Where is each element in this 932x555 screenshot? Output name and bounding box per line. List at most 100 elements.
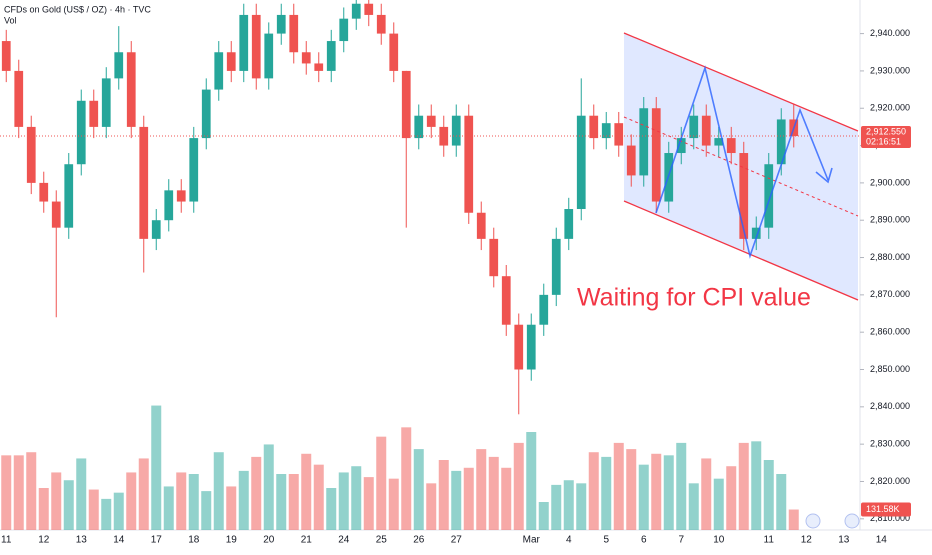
volume-bar bbox=[651, 453, 662, 530]
volume-bar bbox=[526, 432, 537, 530]
x-tick-label: 7 bbox=[678, 535, 684, 546]
volume-bar bbox=[576, 483, 587, 530]
x-tick-label: 12 bbox=[801, 535, 813, 546]
candle-body bbox=[601, 123, 611, 139]
volume-bar bbox=[438, 460, 449, 530]
candle-body bbox=[701, 115, 711, 146]
volume-bar bbox=[26, 452, 37, 530]
candle-body bbox=[589, 115, 599, 139]
zigzag bbox=[655, 65, 829, 259]
volume-bar bbox=[38, 488, 49, 530]
x-tick-label: 13 bbox=[838, 535, 850, 546]
candle-body bbox=[439, 126, 449, 146]
candle-body bbox=[526, 324, 536, 370]
volume-label: Vol bbox=[4, 15, 17, 25]
y-tick-label: 2,920.000 bbox=[870, 103, 910, 113]
volume-bar bbox=[676, 442, 687, 530]
volume-bar bbox=[713, 478, 724, 530]
volume-bar bbox=[376, 436, 387, 530]
event-flag bbox=[805, 513, 821, 529]
volume-bar bbox=[751, 441, 762, 530]
volume-bar bbox=[513, 442, 524, 530]
last-volume-label: 131.58K bbox=[866, 504, 900, 514]
x-tick-label: 11 bbox=[764, 535, 775, 546]
volume-bar bbox=[351, 466, 362, 530]
x-tick-label: 20 bbox=[263, 535, 275, 546]
annotation: Waiting for CPI value bbox=[577, 284, 811, 312]
x-tick-label: 12 bbox=[38, 535, 50, 546]
x-tick-label: 21 bbox=[301, 535, 313, 546]
candle-body bbox=[614, 123, 624, 146]
candle-body bbox=[364, 3, 374, 15]
candle-body bbox=[314, 63, 324, 71]
x-tick-label: Mar bbox=[523, 535, 541, 546]
x-tick-label: 10 bbox=[713, 535, 725, 546]
volume-bar bbox=[388, 478, 399, 530]
volume-bar bbox=[476, 449, 487, 530]
volume-bar bbox=[688, 483, 699, 530]
candle-body bbox=[401, 70, 411, 139]
volume-bar bbox=[201, 491, 212, 530]
y-tick-label: 2,930.000 bbox=[870, 65, 910, 75]
event-flag bbox=[844, 513, 860, 529]
volume-bar bbox=[163, 486, 174, 530]
volume-bar bbox=[763, 460, 774, 530]
volume-bar bbox=[426, 483, 437, 530]
volume-bar bbox=[226, 486, 237, 530]
x-tick-label: 6 bbox=[641, 535, 647, 546]
y-tick-label: 2,880.000 bbox=[870, 252, 910, 262]
volume-bar bbox=[538, 502, 549, 530]
volume-bar bbox=[151, 405, 162, 530]
candle-body bbox=[726, 138, 736, 154]
candle-body bbox=[501, 276, 511, 325]
candle-body bbox=[276, 14, 286, 34]
candle-body bbox=[451, 115, 461, 146]
volume-bar bbox=[601, 456, 612, 530]
candle-body bbox=[301, 52, 311, 64]
volume-bar bbox=[301, 453, 312, 530]
candle-body bbox=[239, 14, 249, 71]
candle-body bbox=[251, 14, 261, 79]
candle-body bbox=[14, 70, 24, 127]
candle-body bbox=[676, 138, 686, 154]
candle-body bbox=[64, 164, 74, 228]
x-tick-label: 5 bbox=[603, 535, 609, 546]
volume-bar bbox=[726, 466, 737, 530]
volume-bar bbox=[451, 470, 462, 530]
candle-body bbox=[651, 108, 661, 202]
candle-body bbox=[476, 212, 486, 239]
volume-bar bbox=[738, 442, 749, 530]
volume-bar bbox=[563, 480, 574, 530]
candle-body bbox=[39, 182, 49, 202]
volume-bar bbox=[288, 474, 299, 530]
volume-bar bbox=[51, 472, 62, 530]
candle-body bbox=[551, 238, 561, 295]
candle-body bbox=[764, 164, 774, 228]
volume-bar bbox=[551, 484, 562, 530]
candle-body bbox=[326, 41, 336, 71]
candle-body bbox=[776, 119, 786, 165]
candle-body bbox=[376, 14, 386, 34]
candle-body bbox=[89, 100, 99, 127]
y-tick-label: 2,890.000 bbox=[870, 215, 910, 225]
chart-title: CFDs on Gold (US$ / OZ) · 4h · TVC bbox=[4, 4, 151, 14]
candles bbox=[1, 0, 799, 415]
y-tick-label: 2,840.000 bbox=[870, 401, 910, 411]
y-tick-label: 2,870.000 bbox=[870, 289, 910, 299]
volume-bar bbox=[326, 488, 337, 530]
volume-bar bbox=[413, 449, 424, 530]
candle-body bbox=[51, 201, 61, 228]
volume-bar bbox=[101, 498, 112, 530]
candle-body bbox=[414, 115, 424, 139]
candle-body bbox=[264, 33, 274, 79]
channel-mid bbox=[623, 116, 859, 217]
candle-body bbox=[351, 3, 361, 19]
candle-body bbox=[626, 145, 636, 176]
volume-bar bbox=[613, 442, 624, 530]
x-tick-label: 14 bbox=[876, 535, 888, 546]
candle-body bbox=[539, 294, 549, 325]
candle-body bbox=[739, 153, 749, 239]
candle-body bbox=[76, 100, 86, 165]
volume-bar bbox=[338, 472, 349, 530]
y-tick-label: 2,830.000 bbox=[870, 439, 910, 449]
